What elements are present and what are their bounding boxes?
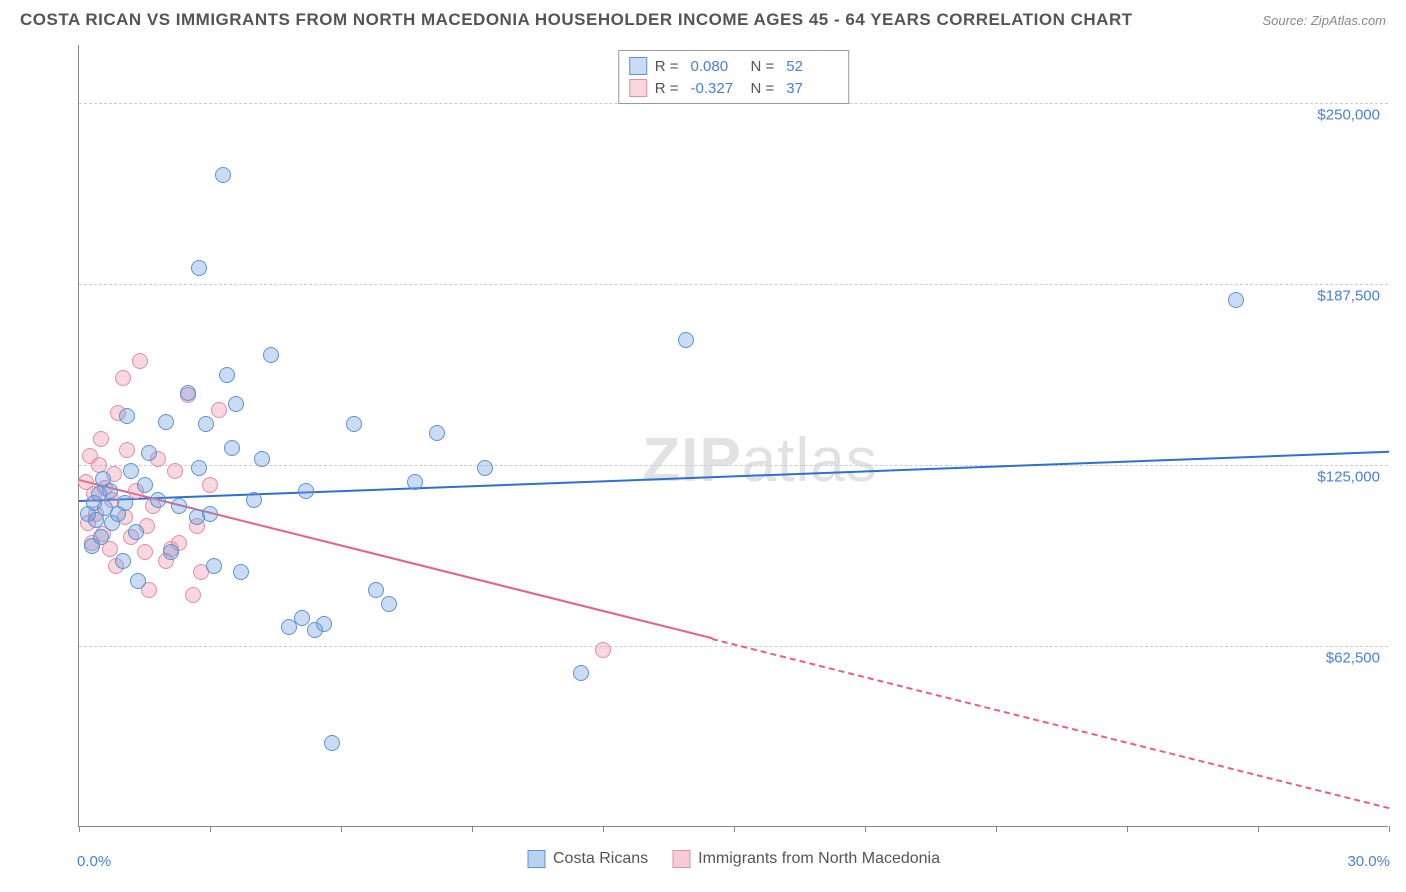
data-point — [1228, 292, 1244, 308]
y-tick-label: $187,500 — [1317, 287, 1380, 304]
x-tick — [341, 826, 342, 832]
data-point — [115, 553, 131, 569]
watermark-zip: ZIP — [642, 426, 741, 495]
r-label: R = — [655, 58, 679, 75]
x-max-label: 30.0% — [1347, 853, 1390, 870]
data-point — [93, 529, 109, 545]
data-point — [678, 332, 694, 348]
swatch-series-1 — [629, 79, 647, 97]
swatch-bottom-0 — [527, 850, 545, 868]
data-point — [158, 414, 174, 430]
legend-row-series-0: R = 0.080 N = 52 — [629, 55, 839, 77]
data-point — [263, 347, 279, 363]
data-point — [228, 396, 244, 412]
data-point — [294, 610, 310, 626]
data-point — [128, 524, 144, 540]
data-point — [233, 564, 249, 580]
source-attribution: Source: ZipAtlas.com — [1262, 13, 1386, 28]
x-tick — [996, 826, 997, 832]
r-value-0: 0.080 — [691, 58, 743, 75]
data-point — [119, 442, 135, 458]
scatter-plot: R = 0.080 N = 52 R = -0.327 N = 37 ZIPat… — [78, 45, 1388, 827]
n-value-1: 37 — [786, 80, 838, 97]
r-value-1: -0.327 — [691, 80, 743, 97]
data-point — [167, 463, 183, 479]
data-point — [115, 370, 131, 386]
x-tick — [603, 826, 604, 832]
x-tick — [1258, 826, 1259, 832]
data-point — [298, 483, 314, 499]
data-point — [137, 477, 153, 493]
chart-title: COSTA RICAN VS IMMIGRANTS FROM NORTH MAC… — [20, 10, 1133, 30]
data-point — [429, 425, 445, 441]
x-tick — [472, 826, 473, 832]
data-point — [163, 544, 179, 560]
gridline — [79, 284, 1388, 285]
gridline — [79, 465, 1388, 466]
x-tick — [1127, 826, 1128, 832]
data-point — [573, 665, 589, 681]
y-tick-label: $125,000 — [1317, 468, 1380, 485]
x-tick — [210, 826, 211, 832]
data-point — [202, 477, 218, 493]
data-point — [132, 353, 148, 369]
data-point — [117, 495, 133, 511]
correlation-legend: R = 0.080 N = 52 R = -0.327 N = 37 — [618, 50, 850, 104]
legend-label-0: Costa Ricans — [553, 850, 648, 868]
x-tick — [1389, 826, 1390, 832]
data-point — [219, 367, 235, 383]
data-point — [477, 460, 493, 476]
data-point — [324, 735, 340, 751]
n-label: N = — [751, 80, 775, 97]
data-point — [224, 440, 240, 456]
data-point — [316, 616, 332, 632]
data-point — [171, 498, 187, 514]
data-point — [102, 483, 118, 499]
series-legend: Costa Ricans Immigrants from North Maced… — [527, 850, 940, 868]
regression-line — [79, 450, 1389, 501]
data-point — [141, 445, 157, 461]
data-point — [137, 544, 153, 560]
y-tick-label: $250,000 — [1317, 106, 1380, 123]
data-point — [368, 582, 384, 598]
watermark-atlas: atlas — [742, 426, 878, 495]
data-point — [246, 492, 262, 508]
data-point — [346, 416, 362, 432]
legend-item-0: Costa Ricans — [527, 850, 648, 868]
data-point — [150, 492, 166, 508]
y-tick-label: $62,500 — [1326, 649, 1380, 666]
legend-label-1: Immigrants from North Macedonia — [698, 850, 940, 868]
n-label: N = — [751, 58, 775, 75]
data-point — [123, 463, 139, 479]
legend-item-1: Immigrants from North Macedonia — [672, 850, 940, 868]
swatch-bottom-1 — [672, 850, 690, 868]
data-point — [93, 431, 109, 447]
r-label: R = — [655, 80, 679, 97]
regression-line — [712, 638, 1389, 809]
data-point — [202, 506, 218, 522]
data-point — [191, 260, 207, 276]
data-point — [407, 474, 423, 490]
data-point — [254, 451, 270, 467]
data-point — [206, 558, 222, 574]
swatch-series-0 — [629, 57, 647, 75]
data-point — [198, 416, 214, 432]
data-point — [381, 596, 397, 612]
gridline — [79, 646, 1388, 647]
data-point — [180, 385, 196, 401]
data-point — [130, 573, 146, 589]
x-min-label: 0.0% — [77, 853, 111, 870]
data-point — [119, 408, 135, 424]
x-tick — [865, 826, 866, 832]
watermark: ZIPatlas — [642, 425, 877, 496]
data-point — [595, 642, 611, 658]
data-point — [211, 402, 227, 418]
data-point — [185, 587, 201, 603]
legend-row-series-1: R = -0.327 N = 37 — [629, 77, 839, 99]
x-tick — [79, 826, 80, 832]
n-value-0: 52 — [786, 58, 838, 75]
data-point — [191, 460, 207, 476]
data-point — [215, 167, 231, 183]
x-tick — [734, 826, 735, 832]
